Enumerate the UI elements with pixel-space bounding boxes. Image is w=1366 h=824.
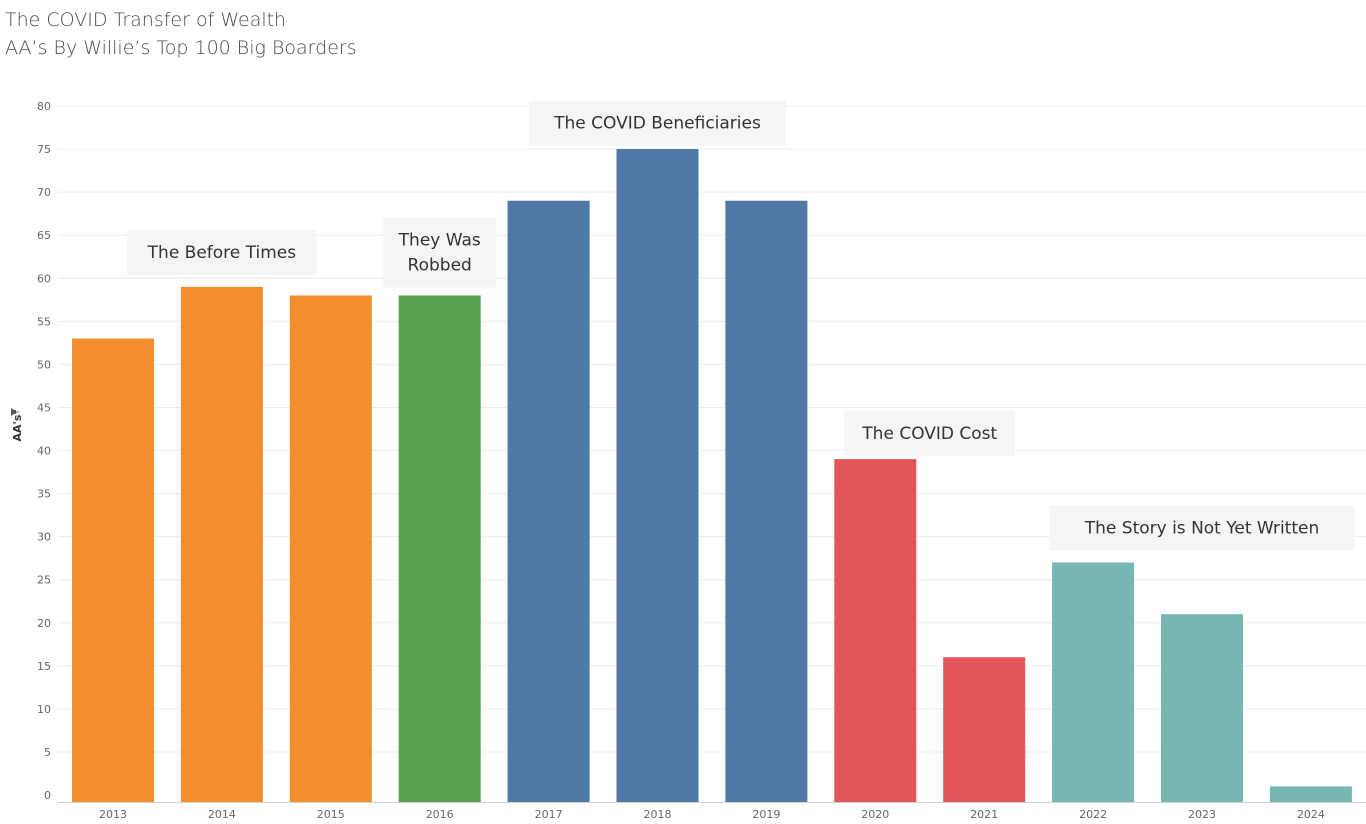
x-axis-ticks: 2013 2014 2015 2016 2017 2018 2019 2020 2021 2022…: [99, 808, 1325, 821]
annotations: The Before Times They Was Robbed The COVID …: [127, 100, 1355, 551]
x-tick-label: 2020: [861, 808, 889, 821]
annotation-label: The Before Times: [127, 229, 317, 275]
bar-2017[interactable]: [507, 200, 590, 803]
annotation-box: [1049, 505, 1355, 551]
x-tick-label: 2016: [426, 808, 454, 821]
annotation-box: [383, 217, 497, 288]
y-tick-label: 60: [37, 272, 51, 285]
y-tick-label: 40: [37, 445, 51, 458]
y-tick-label: 50: [37, 358, 51, 371]
x-tick-label: 2013: [99, 808, 127, 821]
chart-subtitle: AA’s By Willie’s Top 100 Big Boarders: [5, 37, 357, 59]
annotation-text: The COVID Beneficiaries: [553, 114, 761, 134]
annotation-text: They Was: [398, 230, 481, 250]
pin-icon[interactable]: [11, 408, 21, 416]
y-axis-ticks: 0 5 10 15 20 25 30 35 40 45 50 55 60 65 70 75 80: [37, 100, 51, 802]
bar-2014[interactable]: [180, 286, 263, 802]
y-tick-label: 65: [37, 229, 51, 242]
y-tick-label: 10: [37, 703, 51, 716]
chart-title-block: The COVID Transfer of Wealth AA’s By Wil…: [5, 6, 357, 62]
y-tick-label: 25: [37, 574, 51, 587]
y-tick-label: 0: [44, 789, 51, 802]
annotation-box: [127, 229, 317, 275]
bar-2013[interactable]: [72, 338, 154, 802]
x-tick-label: 2021: [970, 808, 998, 821]
x-tick-label: 2024: [1297, 808, 1325, 821]
annotation-text: The Story is Not Yet Written: [1084, 519, 1319, 539]
y-tick-label: 35: [37, 488, 51, 501]
chart-title: The COVID Transfer of Wealth: [5, 9, 287, 31]
annotation-label: The COVID Cost: [844, 410, 1015, 456]
x-tick-label: 2019: [752, 808, 780, 821]
annotation-label: The COVID Beneficiaries: [529, 100, 786, 146]
y-tick-label: 55: [37, 315, 51, 328]
gridlines: [58, 105, 1366, 803]
y-tick-label: 70: [37, 186, 51, 199]
annotation-text: The COVID Cost: [861, 424, 997, 444]
x-tick-label: 2023: [1188, 808, 1216, 821]
y-tick-label: 20: [37, 617, 51, 630]
bar-2018[interactable]: [616, 149, 699, 802]
annotation-label: The Story is Not Yet Written: [1049, 505, 1355, 551]
bar-2023[interactable]: [1161, 614, 1243, 802]
y-tick-label: 30: [37, 531, 51, 544]
annotation-box: [844, 410, 1015, 456]
y-tick-label: 75: [37, 143, 51, 156]
bar-2015[interactable]: [289, 295, 372, 802]
x-tick-label: 2018: [644, 808, 672, 821]
bar-2019[interactable]: [725, 200, 808, 803]
bars: [72, 149, 1352, 803]
bar-2016[interactable]: [398, 295, 481, 802]
annotation-label: They Was Robbed: [383, 217, 497, 288]
annotation-text: Robbed: [408, 255, 472, 275]
bar-2024[interactable]: [1269, 786, 1352, 802]
annotation-text: The Before Times: [147, 243, 297, 263]
annotation-box: [529, 100, 786, 146]
bar-2022[interactable]: [1052, 562, 1135, 802]
y-tick-label: 45: [37, 401, 51, 414]
x-tick-label: 2014: [208, 808, 236, 821]
y-tick-label: 15: [37, 660, 51, 673]
x-tick-label: 2017: [535, 808, 563, 821]
y-tick-label: 80: [37, 100, 51, 113]
bar-2020[interactable]: [834, 459, 917, 802]
bar-2021[interactable]: [943, 657, 1026, 802]
y-tick-label: 5: [44, 746, 51, 759]
x-tick-label: 2022: [1079, 808, 1107, 821]
y-axis-title-group: AA's: [11, 414, 24, 441]
y-axis-title: AA's: [11, 414, 24, 441]
x-tick-label: 2015: [317, 808, 345, 821]
